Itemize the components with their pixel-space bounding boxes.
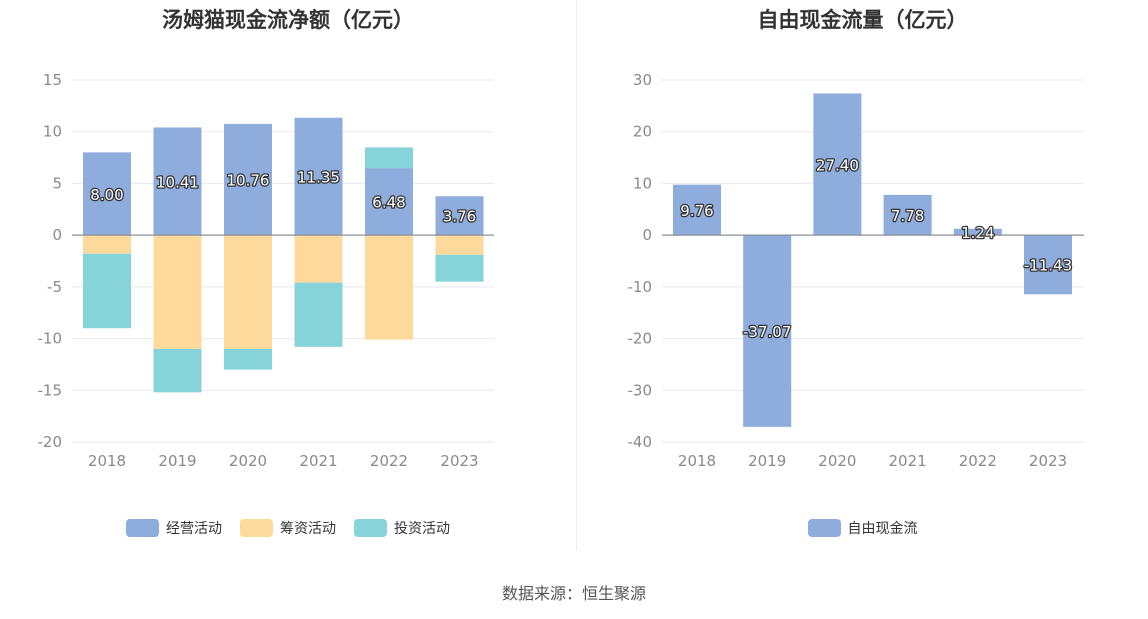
bar [83,253,131,329]
x-tick-label: 2019 [748,452,786,470]
bar [435,235,484,255]
legend: 经营活动 筹资活动 投资活动 [0,518,576,538]
y-tick-label: -20 [38,433,63,451]
legend-label-investing: 投资活动 [394,521,450,537]
legend-label-operating: 经营活动 [166,521,222,537]
bar [673,184,721,236]
y-tick-label: 0 [642,226,652,244]
data-source-note: 数据来源：恒生聚源 [501,584,646,603]
x-tick-label: 2021 [299,452,337,470]
legend-item-fcf[interactable]: 自由现金流 [807,518,918,538]
bar [1024,235,1072,295]
x-tick-label: 2018 [678,452,716,470]
panel-divider [576,0,577,550]
bar [953,228,1002,236]
bar [153,235,202,349]
x-tick-label: 2022 [370,452,408,470]
y-tick-label: 0 [52,226,62,244]
data-label: 3.76 [443,208,476,226]
cash-flow-net-chart: 汤姆猫现金流净额（亿元） 15 10 5 0 -5 -10 -15 -20 2018 2019 20… [0,0,576,560]
bar [224,123,272,236]
x-tick-label: 2020 [229,452,267,470]
data-label: 7.78 [891,207,924,225]
data-label: -37.07 [743,323,791,341]
y-tick-label: -30 [628,381,653,399]
y-tick-label: 10 [43,123,62,141]
y-tick-label: 5 [52,174,62,192]
x-tick-label: 2023 [1029,452,1067,470]
bar [365,147,413,169]
data-label: -11.43 [1024,257,1072,275]
data-label: 1.24 [961,224,994,242]
x-tick-label: 2021 [889,452,927,470]
bar [294,282,343,347]
bar [743,235,792,427]
legend-item-financing[interactable]: 筹资活动 [240,518,336,538]
legend: 自由现金流 [577,518,1148,538]
free-cash-flow-chart: 自由现金流量（亿元） 30 20 10 0 -10 -20 -30 -40 2018 2019 20… [577,0,1148,560]
x-tick-label: 2023 [440,452,478,470]
legend-swatch-fcf [807,519,841,537]
chart-title: 自由现金流量（亿元） [757,8,968,32]
y-tick-label: -20 [628,330,653,348]
data-label: 10.41 [156,173,199,191]
legend-item-investing[interactable]: 投资活动 [354,518,450,538]
y-tick-label: -5 [47,278,62,296]
bar [83,235,131,254]
x-tick-label: 2019 [158,452,196,470]
y-tick-label: -40 [628,433,653,451]
data-label: 11.35 [297,168,340,186]
bar [435,196,484,236]
legend-swatch-operating [126,519,159,537]
y-tick-label: 15 [43,71,62,89]
legend-item-operating[interactable]: 经营活动 [126,518,222,538]
bar [83,152,131,236]
free-cash-flow-plot: 30 20 10 0 -10 -20 -30 -40 2018 2019 2020 2021 2022 2… [628,71,1084,470]
y-tick-label: 10 [633,174,652,192]
bar [224,235,272,349]
data-label: 9.76 [680,202,713,220]
y-tick-label: 30 [633,71,652,89]
bar [224,348,272,370]
bar [294,235,343,283]
bar [153,348,202,393]
legend-label-financing: 筹资活动 [280,521,336,537]
bar [435,254,484,282]
bar [294,117,343,236]
cash-flow-net-plot: 15 10 5 0 -5 -10 -15 -20 2018 2019 2020 2021 2022 202… [38,71,494,470]
bar [153,127,202,236]
data-label: 10.76 [227,171,270,189]
bar [883,194,932,236]
x-tick-label: 2022 [959,452,997,470]
legend-label-fcf: 自由现金流 [847,521,918,537]
x-tick-label: 2018 [88,452,126,470]
data-label: 27.40 [816,156,859,174]
legend-swatch-investing [354,519,387,537]
bar [365,168,413,236]
x-tick-label: 2020 [818,452,856,470]
y-tick-label: 20 [633,123,652,141]
chart-title: 汤姆猫现金流净额（亿元） [162,8,414,32]
y-tick-label: -10 [38,330,63,348]
bar [813,93,862,236]
y-tick-label: -10 [628,278,653,296]
legend-swatch-financing [240,519,273,537]
data-label: 8.00 [90,186,123,204]
bar [365,235,413,340]
y-tick-label: -15 [38,381,63,399]
data-label: 6.48 [372,194,405,212]
